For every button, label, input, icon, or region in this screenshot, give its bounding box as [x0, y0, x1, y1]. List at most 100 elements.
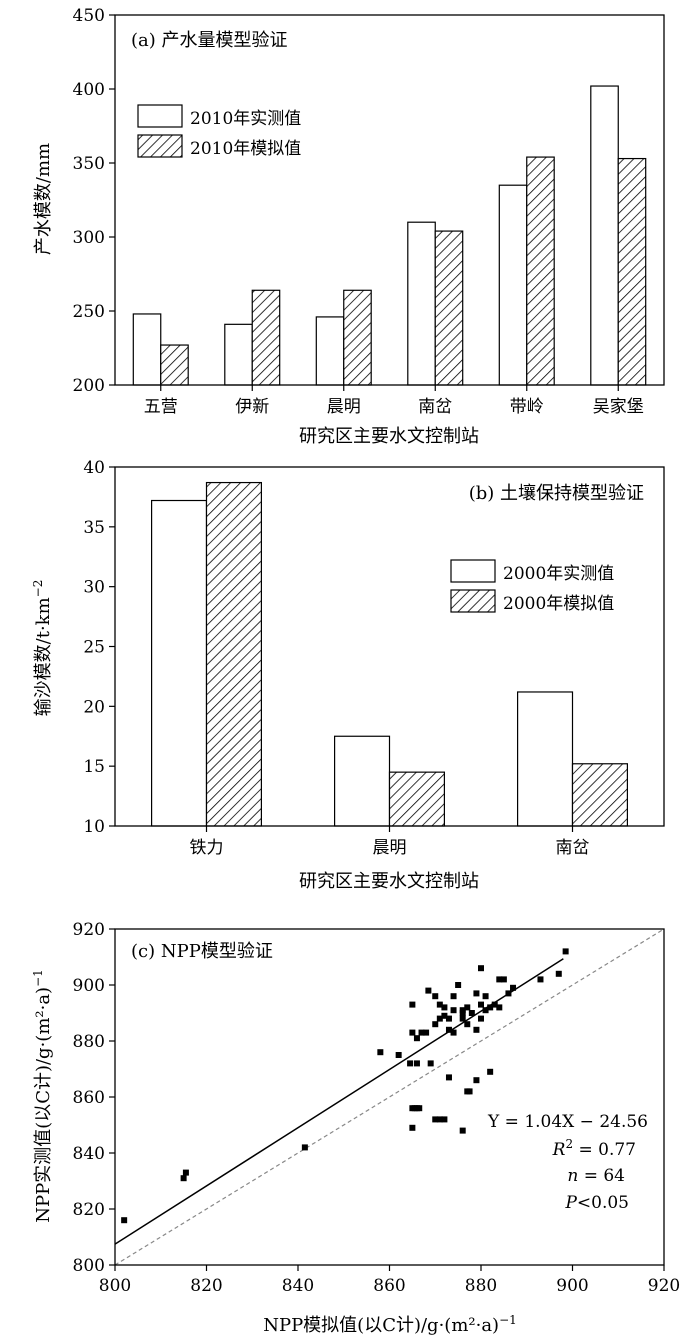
plot-frame-a: [114, 14, 665, 386]
y-tick-label-c-4: 880: [73, 1032, 105, 1052]
legend-swatch-b-1: [450, 589, 496, 613]
y-tick-label-b-1: 15: [83, 757, 105, 777]
legend-label-b-1: 2000年模拟值: [503, 594, 614, 614]
x-axis-label-a: 研究区主要水文控制站: [299, 426, 479, 447]
x-tick-label-c-2: 840: [282, 1276, 314, 1296]
legend-swatch-a-1: [137, 134, 183, 158]
y-tick-label-c-2: 840: [73, 1144, 105, 1164]
data-point-12: [427, 1060, 434, 1067]
y-axis-label-b-main: 输沙模数/t·km: [33, 597, 54, 716]
legend-swatch-b-0: [450, 559, 496, 583]
data-point-54: [496, 976, 503, 983]
y-tick-label-b-6: 40: [83, 458, 105, 478]
bar-a-s0-4: [498, 184, 528, 386]
x-tick-label-b-0: 铁力: [190, 838, 224, 858]
data-point-13: [432, 1116, 439, 1123]
y-axis-label-c: NPP实测值(以C计)/g·(m²·a)−1: [31, 969, 54, 1223]
data-point-46: [473, 990, 480, 997]
data-point-27: [409, 1001, 416, 1008]
data-point-16: [445, 1074, 452, 1081]
bar-a-s1-5: [617, 157, 647, 386]
data-point-35: [445, 1026, 452, 1033]
data-point-58: [510, 984, 517, 991]
bar-a-s0-1: [224, 323, 253, 386]
x-tick-label-a-2: 晨明: [327, 397, 361, 417]
bar-a-s0-2: [315, 316, 345, 386]
x-tick-label-c-4: 880: [465, 1276, 497, 1296]
data-point-49: [478, 965, 484, 972]
data-point-21: [487, 1068, 494, 1075]
data-point-61: [562, 948, 569, 955]
bar-a-s0-3: [407, 221, 436, 386]
bar-b-s0-0: [151, 499, 208, 827]
legend-label-a-1: 2010年模拟值: [190, 139, 301, 159]
data-point-23: [413, 1035, 420, 1042]
chart-title-a: (a) 产水量模型验证: [131, 30, 288, 51]
y-tick-label-a-3: 350: [73, 154, 105, 174]
chart-title-c: (c) NPP模型验证: [131, 941, 273, 962]
y-tick-label-c-6: 920: [73, 920, 105, 940]
x-tick-label-c-0: 800: [99, 1276, 131, 1296]
data-point-47: [478, 1015, 484, 1022]
y-tick-label-c-0: 800: [73, 1256, 105, 1276]
data-point-29: [432, 1021, 439, 1028]
y-tick-label-b-5: 35: [83, 518, 105, 538]
bar-b-s1-2: [571, 763, 629, 827]
y-tick-label-c-1: 820: [73, 1200, 105, 1220]
data-point-43: [464, 1004, 471, 1011]
p-value-value: <0.05: [577, 1193, 629, 1213]
chart-title-b: (b) 土壤保持模型验证: [469, 483, 644, 504]
p-value-label: P: [564, 1193, 577, 1213]
data-point-59: [537, 976, 544, 983]
data-point-48: [478, 1001, 484, 1008]
x-tick-label-a-5: 吴家堡: [593, 397, 644, 417]
data-point-2: [182, 1169, 189, 1176]
y-tick-label-a-1: 250: [73, 302, 105, 322]
data-point-28: [432, 993, 439, 1000]
data-point-42: [464, 1021, 471, 1028]
bar-a-s1-3: [434, 230, 464, 386]
y-tick-label-a-4: 400: [73, 80, 105, 100]
legend-swatch-a-0: [137, 104, 183, 128]
data-point-55: [496, 1004, 503, 1011]
data-point-30: [436, 1015, 443, 1022]
r-squared-value: = 0.77: [573, 1140, 636, 1160]
data-point-52: [487, 1004, 494, 1011]
data-point-3: [301, 1144, 308, 1151]
data-point-10: [407, 1060, 414, 1067]
data-point-63: [459, 1010, 466, 1016]
x-tick-label-a-4: 带岭: [510, 397, 544, 417]
x-axis-label-b: 研究区主要水文控制站: [299, 871, 479, 892]
data-point-20: [473, 1077, 480, 1084]
r-squared: R2 = 0.77: [552, 1137, 636, 1160]
data-point-9: [416, 1105, 423, 1112]
data-point-26: [425, 987, 432, 994]
bar-a-s0-5: [590, 85, 619, 386]
y-tick-label-a-0: 200: [73, 376, 105, 396]
y-tick-label-b-0: 10: [83, 817, 105, 837]
data-point-31: [436, 1001, 443, 1008]
x-tick-label-c-3: 860: [373, 1276, 405, 1296]
data-point-38: [450, 1029, 457, 1036]
data-point-37: [450, 993, 457, 1000]
sample-size-value: = 64: [578, 1166, 625, 1186]
p-value: P<0.05: [564, 1193, 629, 1213]
data-point-57: [505, 990, 512, 997]
data-point-50: [482, 1007, 489, 1014]
y-axis-label-c-main: NPP实测值(以C计)/g·(m²·a): [33, 987, 54, 1223]
regression-line: [114, 958, 564, 1245]
x-tick-label-a-3: 南岔: [418, 397, 452, 417]
x-tick-label-c-1: 820: [190, 1276, 222, 1296]
data-point-5: [409, 1124, 416, 1131]
data-point-24: [418, 1029, 425, 1036]
y-tick-label-c-3: 860: [73, 1088, 105, 1108]
sample-size-label: n: [567, 1166, 578, 1186]
y-tick-label-b-2: 20: [83, 697, 105, 717]
data-point-1: [180, 1175, 187, 1182]
y-tick-label-a-2: 300: [73, 228, 105, 248]
y-axis-label-a: 产水模数/mm: [33, 143, 54, 255]
sample-size: n = 64: [567, 1166, 625, 1186]
data-point-53: [491, 1001, 498, 1008]
bar-b-s0-2: [516, 691, 574, 827]
y-tick-label-c-5: 900: [73, 976, 105, 996]
